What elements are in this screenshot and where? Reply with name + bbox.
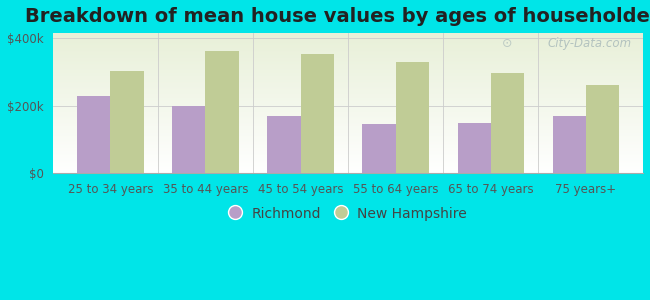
Bar [300, 54, 334, 173]
Title: Breakdown of mean house values by ages of householders: Breakdown of mean house values by ages o… [25, 7, 650, 26]
Bar [458, 123, 491, 173]
Text: City-Data.com: City-Data.com [547, 37, 631, 50]
Text: ⊙: ⊙ [502, 37, 512, 50]
Bar [552, 116, 586, 173]
Bar [172, 106, 205, 173]
Bar [396, 62, 429, 173]
Bar [586, 85, 619, 173]
Bar [77, 96, 110, 173]
Bar [363, 124, 396, 173]
Bar [491, 73, 524, 173]
Bar [267, 116, 300, 173]
Bar [205, 51, 239, 173]
Legend: Richmond, New Hampshire: Richmond, New Hampshire [225, 202, 471, 225]
Bar [111, 71, 144, 173]
